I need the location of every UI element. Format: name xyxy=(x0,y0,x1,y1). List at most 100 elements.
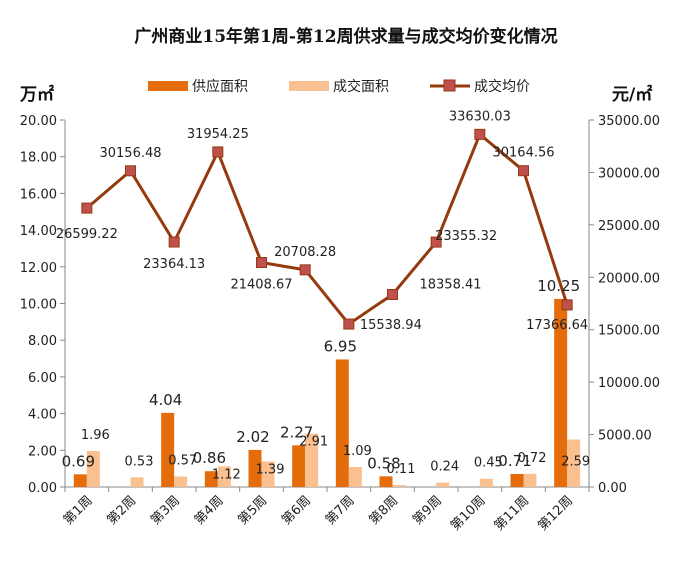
bar-supply xyxy=(73,474,87,487)
x-tick-label: 第5周 xyxy=(235,493,270,528)
bar-supply xyxy=(248,449,262,487)
left-tick-label: 8.00 xyxy=(28,334,57,349)
left-tick-label: 16.00 xyxy=(20,187,57,202)
bar-label-supply: 0.71 xyxy=(498,452,531,470)
price-label: 17366.64 xyxy=(526,318,588,333)
price-label: 31954.25 xyxy=(187,127,249,142)
chart-title: 广州商业15年第1周-第12周供求量与成交均价变化情况 xyxy=(134,26,557,47)
right-axis-unit: 元/㎡ xyxy=(612,84,652,105)
right-tick-label: 10000.00 xyxy=(598,376,660,391)
bar-label-supply: 2.27 xyxy=(280,423,313,441)
bar-label-deal: 1.12 xyxy=(212,467,241,482)
legend-swatch-deal xyxy=(289,81,329,91)
bar-label-supply: 0.58 xyxy=(367,454,400,472)
right-tick-label: 30000.00 xyxy=(598,166,660,181)
price-marker xyxy=(125,165,136,177)
bar-label-deal: 0.11 xyxy=(387,462,416,477)
right-tick-label: 20000.00 xyxy=(598,271,660,286)
left-tick-label: 12.00 xyxy=(20,261,57,276)
price-marker xyxy=(561,299,573,311)
bar-deal xyxy=(567,439,581,487)
bar-supply xyxy=(510,473,524,487)
left-tick-label: 0.00 xyxy=(28,481,57,496)
bar-label-deal: 0.53 xyxy=(125,454,154,469)
bar-supply xyxy=(379,476,393,487)
bar-deal xyxy=(217,466,231,487)
x-tick-label: 第9周 xyxy=(410,493,445,528)
price-marker xyxy=(387,288,398,300)
left-tick-label: 6.00 xyxy=(28,371,57,386)
x-tick-label: 第7周 xyxy=(323,493,358,528)
price-label: 23364.13 xyxy=(143,257,205,272)
legend-label-deal: 成交面积 xyxy=(333,78,389,95)
bar-label-deal: 0.24 xyxy=(430,460,459,475)
price-marker xyxy=(212,146,224,158)
price-label: 15538.94 xyxy=(360,318,422,333)
bar-label-supply: 0.86 xyxy=(193,449,226,467)
price-marker xyxy=(299,264,311,276)
right-tick-label: 5000.00 xyxy=(598,429,652,444)
price-label: 30156.48 xyxy=(99,146,161,161)
left-tick-label: 2.00 xyxy=(28,444,57,459)
legend-label-supply: 供应面积 xyxy=(192,78,248,95)
price-label: 20708.28 xyxy=(274,245,336,260)
bars xyxy=(73,298,581,487)
line-series xyxy=(81,128,573,330)
legend-marker-price xyxy=(443,79,456,92)
bar-deal xyxy=(392,484,406,487)
legend: 供应面积 成交面积 成交均价 xyxy=(148,78,530,95)
x-tick-label: 第6周 xyxy=(279,493,314,528)
data-labels: 0.69 1.96 0.53 4.04 0.570.861.12 2.02 1.39 2.27… xyxy=(56,109,590,482)
bar-supply xyxy=(292,445,306,487)
bar-label-deal: 0.72 xyxy=(518,451,547,466)
x-tick-label: 第4周 xyxy=(192,493,227,528)
bar-deal xyxy=(348,466,362,487)
x-tick-label: 第12周 xyxy=(535,493,576,534)
x-tick-label: 第10周 xyxy=(448,493,489,534)
bar-supply xyxy=(554,298,568,487)
left-tick-label: 10.00 xyxy=(20,298,57,313)
legend-swatch-supply xyxy=(148,81,188,91)
bar-deal xyxy=(523,473,537,487)
price-marker xyxy=(474,128,486,140)
legend-label-price: 成交均价 xyxy=(474,78,530,95)
right-tick-label: 0.00 xyxy=(598,481,627,496)
x-tick-label: 第11周 xyxy=(492,493,533,534)
price-marker xyxy=(81,202,93,214)
bar-label-supply: 2.02 xyxy=(236,428,269,446)
x-tick-label: 第2周 xyxy=(104,493,139,528)
bar-label-supply: 10.25 xyxy=(537,277,580,295)
bar-deal xyxy=(436,482,450,487)
price-label: 33630.03 xyxy=(449,109,511,124)
price-marker xyxy=(343,318,355,330)
bar-deal xyxy=(86,451,100,487)
right-tick-label: 25000.00 xyxy=(598,219,660,234)
bar-label-deal: 2.91 xyxy=(299,435,328,450)
bar-label-deal: 0.57 xyxy=(168,454,197,469)
bar-label-deal: 1.39 xyxy=(256,462,285,477)
bar-supply xyxy=(204,471,218,487)
x-tick-label: 第3周 xyxy=(148,493,183,528)
price-label: 30164.56 xyxy=(492,146,554,161)
bar-label-supply: 4.04 xyxy=(149,391,182,409)
bar-label-supply: 6.95 xyxy=(324,337,357,355)
x-tick-label: 第1周 xyxy=(61,493,96,528)
bar-label-deal: 2.59 xyxy=(561,454,590,469)
left-axis-unit: 万㎡ xyxy=(19,84,54,105)
price-line xyxy=(85,132,569,326)
left-tick-label: 18.00 xyxy=(20,151,57,166)
price-label: 21408.67 xyxy=(230,278,292,293)
bar-label-deal: 1.96 xyxy=(81,428,110,443)
left-tick-label: 4.00 xyxy=(28,408,57,423)
price-marker xyxy=(168,236,180,248)
price-label: 18358.41 xyxy=(419,277,481,292)
price-label: 26599.22 xyxy=(56,227,118,242)
x-tick-label: 第8周 xyxy=(366,493,401,528)
left-tick-label: 14.00 xyxy=(20,224,57,239)
bar-deal xyxy=(261,461,275,487)
price-marker xyxy=(518,165,529,177)
price-marker xyxy=(256,257,267,269)
price-label: 23355.32 xyxy=(435,229,497,244)
bar-deal xyxy=(305,433,319,487)
